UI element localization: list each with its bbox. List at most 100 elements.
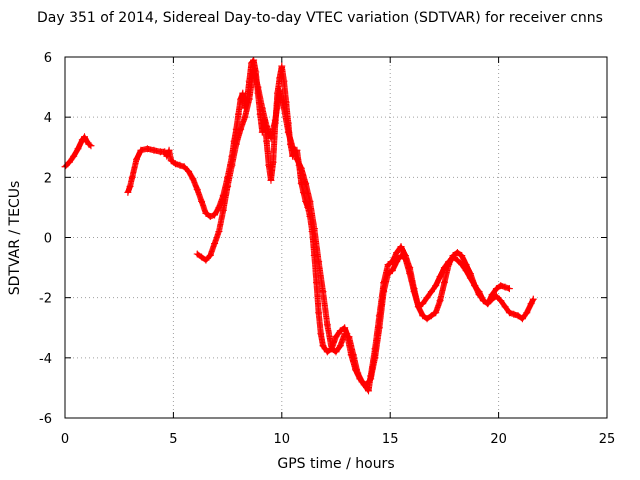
x-tick-label: 5 bbox=[169, 432, 177, 447]
data-point bbox=[414, 303, 422, 311]
data-point bbox=[323, 321, 331, 329]
data-point bbox=[384, 270, 392, 278]
data-point bbox=[65, 158, 73, 166]
data-point bbox=[501, 283, 509, 291]
data-point bbox=[432, 309, 440, 317]
data-markers bbox=[124, 57, 513, 394]
data-point bbox=[165, 146, 173, 154]
data-point bbox=[172, 160, 180, 168]
data-point bbox=[215, 227, 223, 235]
data-point bbox=[365, 387, 373, 395]
data-point bbox=[211, 211, 219, 219]
data-point bbox=[492, 292, 500, 300]
data-points bbox=[61, 56, 537, 395]
data-point bbox=[518, 315, 526, 323]
data-point bbox=[128, 173, 136, 181]
data-point bbox=[245, 95, 253, 103]
data-point bbox=[241, 113, 249, 121]
data-point bbox=[336, 327, 344, 335]
data-point bbox=[70, 152, 78, 160]
data-point bbox=[440, 264, 448, 272]
data-point bbox=[436, 273, 444, 281]
data-point bbox=[137, 146, 145, 154]
chart-title: Day 351 of 2014, Sidereal Day-to-day VTE… bbox=[37, 10, 603, 26]
data-point bbox=[505, 309, 513, 317]
data-point bbox=[341, 324, 349, 332]
data-point bbox=[328, 345, 336, 353]
data-point bbox=[206, 212, 214, 220]
data-point bbox=[362, 381, 370, 389]
data-point bbox=[514, 312, 522, 320]
data-point bbox=[423, 315, 431, 323]
data-point bbox=[224, 182, 232, 190]
data-point bbox=[367, 375, 375, 383]
data-point bbox=[74, 145, 82, 153]
data-point bbox=[484, 300, 492, 308]
data-point bbox=[432, 282, 440, 290]
data-point bbox=[258, 104, 266, 112]
data-point bbox=[193, 250, 201, 258]
data-point bbox=[317, 330, 325, 338]
data-point bbox=[440, 279, 448, 287]
x-tick-label: 10 bbox=[274, 432, 291, 447]
data-point bbox=[332, 333, 340, 341]
data-point bbox=[265, 161, 273, 169]
data-point bbox=[427, 288, 435, 296]
data-point bbox=[276, 74, 284, 82]
data-point bbox=[293, 155, 301, 163]
data-point bbox=[501, 303, 509, 311]
data-point bbox=[163, 152, 171, 160]
x-axis-label: GPS time / hours bbox=[277, 456, 395, 472]
data-point bbox=[254, 83, 262, 91]
y-tick-label: 4 bbox=[44, 111, 52, 126]
data-point bbox=[471, 282, 479, 290]
data-point bbox=[393, 249, 401, 257]
data-point bbox=[176, 161, 184, 169]
data-point bbox=[306, 197, 314, 205]
data-point bbox=[289, 143, 297, 151]
data-point bbox=[126, 182, 134, 190]
data-point bbox=[345, 333, 353, 341]
data-point bbox=[397, 252, 405, 260]
y-tick-label: -2 bbox=[39, 292, 52, 307]
data-point bbox=[271, 116, 279, 124]
data-point bbox=[124, 188, 132, 196]
data-point bbox=[492, 285, 500, 293]
data-point bbox=[375, 324, 383, 332]
data-point bbox=[423, 294, 431, 302]
y-tick-label: 2 bbox=[44, 171, 52, 186]
data-point bbox=[336, 342, 344, 350]
data-point bbox=[341, 330, 349, 338]
y-tick-label: -6 bbox=[39, 412, 52, 427]
data-point bbox=[449, 253, 457, 261]
series-segment-2 bbox=[124, 56, 513, 395]
data-point bbox=[269, 158, 277, 166]
data-point bbox=[462, 267, 470, 275]
data-point bbox=[427, 312, 435, 320]
y-tick-label: 6 bbox=[44, 51, 52, 66]
data-point bbox=[384, 261, 392, 269]
x-tick-label: 25 bbox=[599, 432, 616, 447]
data-point bbox=[263, 122, 271, 130]
data-point bbox=[250, 56, 258, 64]
data-point bbox=[458, 252, 466, 260]
data-point bbox=[267, 134, 275, 142]
data-point bbox=[280, 77, 288, 85]
data-point bbox=[211, 240, 219, 248]
data-point bbox=[315, 258, 323, 266]
data-point bbox=[87, 142, 95, 150]
data-point bbox=[388, 267, 396, 275]
data-point bbox=[453, 249, 461, 257]
data-point bbox=[380, 288, 388, 296]
data-point bbox=[284, 128, 292, 136]
plot-border bbox=[64, 56, 608, 419]
data-point bbox=[354, 369, 362, 377]
data-point bbox=[319, 288, 327, 296]
data-point bbox=[280, 104, 288, 112]
data-point bbox=[323, 348, 331, 356]
data-point bbox=[250, 65, 258, 73]
data-point bbox=[497, 297, 505, 305]
x-tick-label: 20 bbox=[490, 432, 507, 447]
data-point bbox=[393, 258, 401, 266]
